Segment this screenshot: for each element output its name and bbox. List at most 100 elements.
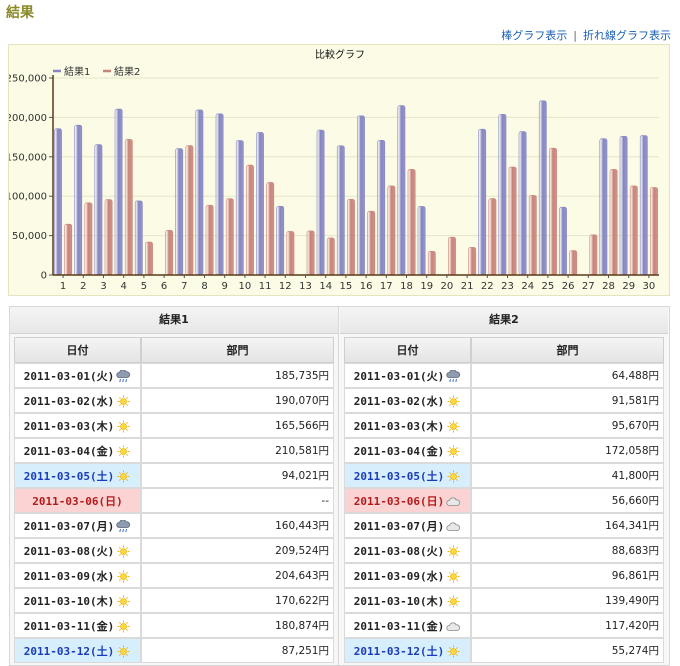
x-tick-label: 16 (360, 281, 373, 292)
bar-result1 (639, 135, 648, 276)
date-column-header: 日付 (14, 337, 141, 363)
date-text: 2011-03-02(水) (353, 394, 445, 408)
bar-result2 (468, 247, 477, 276)
table-row: 2011-03-02(水) 91,581円 (344, 388, 664, 413)
x-tick-label: 1 (60, 281, 66, 292)
date-cell: 2011-03-12(土) (14, 638, 141, 663)
sun-icon (114, 620, 131, 633)
bar-result2 (286, 231, 295, 276)
x-tick-label: 22 (481, 281, 494, 292)
x-tick-label: 25 (542, 281, 555, 292)
date-cell: 2011-03-12(土) (344, 638, 471, 663)
bar-result1 (397, 105, 406, 276)
legend-label: 結果2 (114, 65, 140, 78)
date-text: 2011-03-06(日) (353, 494, 445, 508)
bar-result1 (538, 100, 547, 276)
bar-result2 (609, 169, 618, 276)
table-row: 2011-03-08(火) 209,524円 (14, 538, 334, 563)
x-tick-label: 10 (239, 281, 252, 292)
bar-result2 (205, 204, 214, 276)
bar-result2 (650, 187, 658, 276)
line-chart-link[interactable]: 折れ線グラフ表示 (583, 29, 671, 42)
table-row: 2011-03-02(水) 190,070円 (14, 388, 334, 413)
date-text: 2011-03-07(月) (23, 519, 115, 533)
bar-result2 (246, 164, 254, 276)
table-row: 2011-03-05(土) 94,021円 (14, 463, 334, 488)
bar-result1 (357, 115, 365, 276)
value-cell: 170,622円 (141, 588, 334, 613)
value-cell: 164,341円 (471, 513, 664, 538)
value-cell: 64,488円 (471, 363, 664, 388)
table-row: 2011-03-04(金) 210,581円 (14, 438, 334, 463)
value-cell: 94,021円 (141, 463, 334, 488)
bar-result2 (266, 182, 275, 276)
table-row: 2011-03-07(月) 160,443円 (14, 513, 334, 538)
x-tick-label: 28 (602, 281, 615, 292)
bar-result1 (599, 138, 608, 276)
chart-title: 比較グラフ (315, 48, 365, 61)
date-text: 2011-03-09(水) (23, 569, 115, 583)
y-tick-label: 150,000 (9, 152, 47, 163)
bar-result2 (145, 241, 153, 276)
results-tables: 結果1 日付 部門 2011-03-01(火) 185,735円 2011-03-0… (9, 306, 670, 666)
date-cell: 2011-03-05(土) (14, 463, 141, 488)
sun-icon (114, 570, 131, 583)
x-tick-label: 19 (420, 281, 433, 292)
sun-icon (114, 445, 131, 458)
bar-result1 (559, 206, 567, 276)
date-text: 2011-03-09(水) (353, 569, 445, 583)
value-cell: 87,251円 (141, 638, 334, 663)
table-row: 2011-03-10(木) 170,622円 (14, 588, 334, 613)
date-text: 2011-03-08(火) (353, 544, 445, 558)
date-text: 2011-03-05(土) (353, 469, 445, 483)
sun-icon (114, 395, 131, 408)
date-text: 2011-03-10(木) (23, 594, 115, 608)
date-column-header: 日付 (344, 337, 471, 363)
date-cell: 2011-03-01(火) (344, 363, 471, 388)
bar-chart-link[interactable]: 棒グラフ表示 (501, 29, 568, 42)
bar-result1 (276, 205, 285, 276)
bar-result1 (518, 131, 527, 276)
value-cell: -- (141, 488, 334, 513)
value-cell: 88,683円 (471, 538, 664, 563)
result2-table: 日付 部門 2011-03-01(火) 64,488円 2011-03-02(水) 9… (344, 337, 664, 663)
y-tick-label: 50,000 (12, 231, 47, 242)
sun-icon (444, 545, 461, 558)
table-row: 2011-03-06(日) -- (14, 488, 334, 513)
value-cell: 204,643円 (141, 563, 334, 588)
table-row: 2011-03-12(土) 87,251円 (14, 638, 334, 663)
bar-result1 (215, 113, 224, 276)
x-tick-label: 23 (501, 281, 514, 292)
value-cell: 185,735円 (141, 363, 334, 388)
date-cell: 2011-03-03(木) (344, 413, 471, 438)
x-tick-label: 7 (181, 281, 187, 292)
x-tick-label: 9 (222, 281, 228, 292)
date-text: 2011-03-04(金) (23, 444, 115, 458)
table-row: 2011-03-07(月) 164,341円 (344, 513, 664, 538)
date-cell: 2011-03-06(日) (14, 488, 141, 513)
bar-result2 (64, 223, 73, 276)
legend-label: 結果1 (64, 65, 90, 78)
date-text: 2011-03-11(金) (353, 619, 445, 633)
date-cell: 2011-03-11(金) (14, 613, 141, 638)
table-row: 2011-03-09(水) 96,861円 (344, 563, 664, 588)
bar-result2 (387, 185, 396, 276)
date-cell: 2011-03-07(月) (14, 513, 141, 538)
sun-icon (114, 545, 131, 558)
value-cell: 172,058円 (471, 438, 664, 463)
x-tick-label: 26 (562, 281, 575, 292)
rain-icon (114, 520, 131, 533)
bar-result1 (478, 128, 487, 276)
sun-icon (444, 470, 461, 483)
result2-header: 結果2 (340, 307, 668, 334)
bar-result2 (589, 234, 598, 276)
date-cell: 2011-03-10(木) (344, 588, 471, 613)
table-row: 2011-03-04(金) 172,058円 (344, 438, 664, 463)
date-cell: 2011-03-02(水) (344, 388, 471, 413)
date-cell: 2011-03-11(金) (344, 613, 471, 638)
value-cell: 180,874円 (141, 613, 334, 638)
date-text: 2011-03-03(木) (23, 419, 115, 433)
date-text: 2011-03-10(木) (353, 594, 445, 608)
x-tick-label: 2 (80, 281, 86, 292)
date-cell: 2011-03-02(水) (14, 388, 141, 413)
